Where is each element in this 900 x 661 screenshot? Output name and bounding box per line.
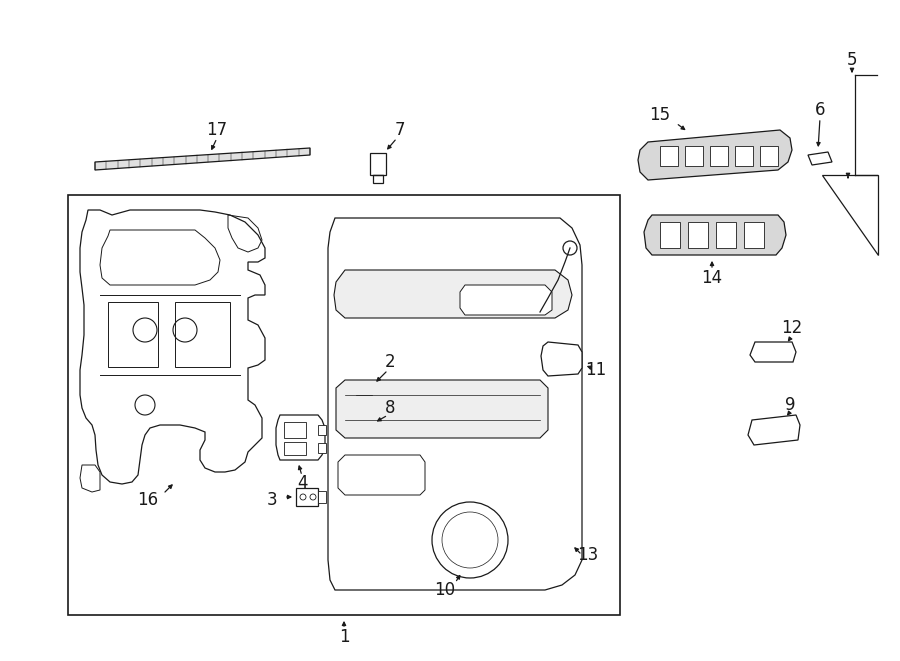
Text: 13: 13	[578, 546, 599, 564]
Bar	[360, 436, 370, 444]
Text: 1: 1	[338, 628, 349, 646]
Bar	[688, 222, 708, 248]
Bar	[318, 443, 326, 453]
Bar	[660, 222, 680, 248]
Bar	[361, 407, 367, 417]
Polygon shape	[328, 218, 582, 590]
Polygon shape	[334, 270, 572, 318]
Polygon shape	[95, 148, 310, 170]
Text: 3: 3	[266, 491, 277, 509]
Bar	[296, 488, 318, 506]
Text: 4: 4	[297, 474, 307, 492]
Bar	[318, 425, 326, 435]
Bar	[370, 153, 386, 175]
Bar	[744, 222, 764, 248]
Text: 8: 8	[385, 399, 395, 417]
Bar	[716, 222, 736, 248]
Bar	[760, 146, 778, 166]
Text: 14: 14	[701, 269, 723, 287]
Polygon shape	[748, 415, 800, 445]
Bar	[318, 491, 326, 503]
Text: 16: 16	[138, 491, 158, 509]
Text: 9: 9	[785, 396, 796, 414]
Bar	[175, 302, 230, 367]
Text: 2: 2	[384, 353, 395, 371]
Polygon shape	[750, 342, 796, 362]
Polygon shape	[276, 415, 325, 460]
Polygon shape	[638, 130, 792, 180]
Bar	[685, 146, 703, 166]
Text: 7: 7	[395, 121, 405, 139]
Text: 5: 5	[847, 51, 857, 69]
Text: 10: 10	[435, 581, 455, 599]
Bar	[68, 195, 620, 615]
Text: 17: 17	[206, 121, 228, 139]
Bar	[373, 175, 383, 183]
Bar	[357, 418, 372, 436]
Text: 12: 12	[781, 319, 803, 337]
Text: 11: 11	[585, 361, 607, 379]
Polygon shape	[80, 210, 265, 484]
Text: 6: 6	[814, 101, 825, 119]
Polygon shape	[336, 380, 548, 438]
Bar	[284, 422, 306, 438]
Polygon shape	[822, 175, 878, 255]
Bar	[660, 146, 678, 166]
Bar	[284, 442, 306, 455]
Text: 15: 15	[650, 106, 670, 124]
Polygon shape	[808, 152, 832, 165]
Polygon shape	[644, 215, 786, 255]
Polygon shape	[541, 342, 582, 376]
Polygon shape	[460, 285, 552, 315]
Bar	[735, 146, 753, 166]
Circle shape	[563, 241, 577, 255]
Bar	[108, 302, 158, 367]
Bar	[356, 385, 372, 407]
Bar	[710, 146, 728, 166]
